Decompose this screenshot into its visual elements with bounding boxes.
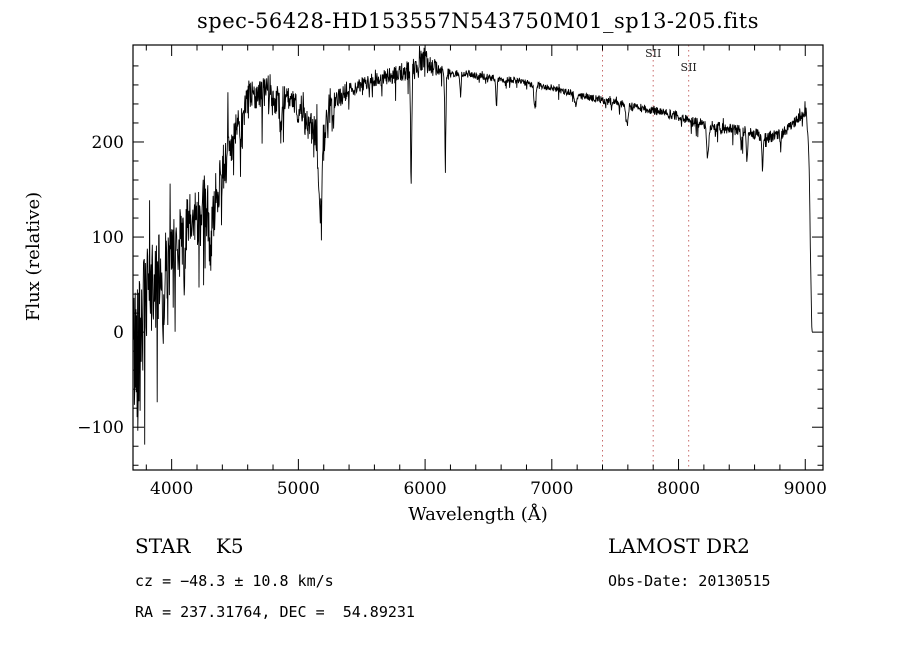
svg-text:−100: −100 — [77, 418, 124, 438]
svg-text:4000: 4000 — [150, 479, 193, 499]
obs-date-label: Obs-Date: 20130515 — [608, 572, 771, 590]
plot-title: spec-56428-HD153557N543750M01_sp13-205.f… — [197, 9, 759, 33]
ra-dec-label: RA = 237.31764, DEC = 54.89231 — [135, 603, 415, 621]
svg-text:6000: 6000 — [403, 479, 446, 499]
x-axis-label: Wavelength (Å) — [408, 504, 548, 525]
svg-text:SII: SII — [681, 61, 697, 74]
svg-text:9000: 9000 — [784, 479, 827, 499]
svg-text:100: 100 — [92, 228, 124, 248]
svg-text:SII: SII — [645, 47, 661, 60]
svg-text:8000: 8000 — [657, 479, 700, 499]
svg-text:200: 200 — [92, 133, 124, 153]
svg-text:7000: 7000 — [530, 479, 573, 499]
svg-text:0: 0 — [113, 323, 124, 343]
y-axis-label: Flux (relative) — [23, 191, 44, 322]
survey-label: LAMOST DR2 — [608, 534, 750, 558]
classification-label: STAR K5 — [135, 534, 244, 558]
svg-text:5000: 5000 — [277, 479, 320, 499]
radial-velocity-label: cz = −48.3 ± 10.8 km/s — [135, 572, 334, 590]
